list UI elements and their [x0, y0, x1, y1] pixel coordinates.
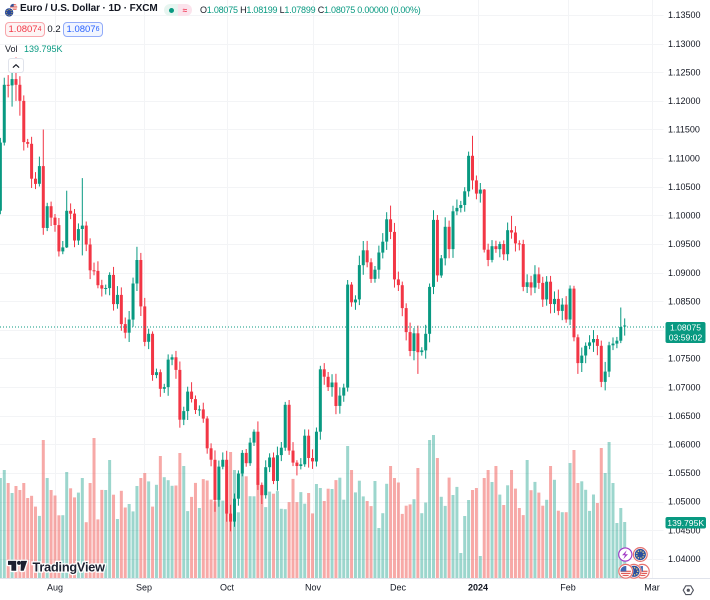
svg-text:1.12500: 1.12500 — [668, 67, 701, 77]
svg-text:2024: 2024 — [468, 583, 488, 593]
svg-text:1.07000: 1.07000 — [668, 382, 701, 392]
svg-text:1.11500: 1.11500 — [668, 125, 700, 135]
svg-text:1.10000: 1.10000 — [668, 211, 701, 221]
svg-text:1.13500: 1.13500 — [668, 10, 701, 20]
svg-text:TradingView: TradingView — [33, 561, 106, 575]
svg-text:1.13000: 1.13000 — [668, 39, 701, 49]
svg-text:1.04000: 1.04000 — [668, 554, 701, 564]
svg-text:1.05500: 1.05500 — [668, 468, 701, 478]
svg-text:Dec: Dec — [390, 583, 407, 593]
svg-text:1.09000: 1.09000 — [668, 268, 701, 278]
svg-text:1.11000: 1.11000 — [668, 153, 700, 163]
svg-text:Mar: Mar — [644, 583, 660, 593]
svg-text:1.06000: 1.06000 — [668, 440, 701, 450]
svg-text:1.08500: 1.08500 — [668, 296, 701, 306]
svg-text:1.07500: 1.07500 — [668, 354, 701, 364]
svg-text:1.08075: 1.08075 — [670, 323, 701, 333]
svg-text:Oct: Oct — [220, 583, 235, 593]
svg-text:1.09500: 1.09500 — [668, 239, 701, 249]
svg-text:1.10500: 1.10500 — [668, 182, 701, 192]
svg-text:1.12000: 1.12000 — [668, 96, 701, 106]
svg-text:Sep: Sep — [136, 583, 152, 593]
svg-text:Aug: Aug — [47, 583, 63, 593]
svg-text:03:59:02: 03:59:02 — [669, 333, 703, 343]
svg-text:139.795K: 139.795K — [667, 518, 704, 528]
svg-text:1.05000: 1.05000 — [668, 497, 701, 507]
svg-text:Nov: Nov — [305, 583, 322, 593]
svg-text:Feb: Feb — [560, 583, 576, 593]
svg-text:1.04500: 1.04500 — [668, 525, 701, 535]
svg-text:1.06500: 1.06500 — [668, 411, 701, 421]
